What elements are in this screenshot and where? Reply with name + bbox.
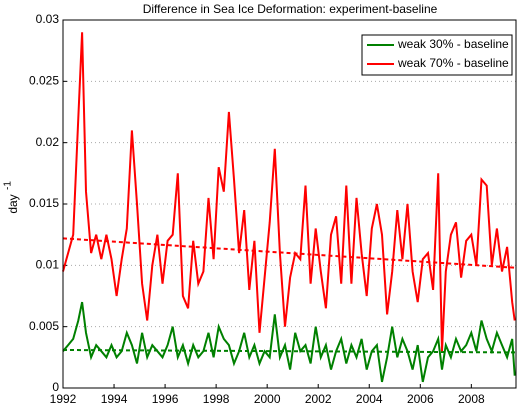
y-tick-label: 0.03 [36, 12, 60, 26]
y-tick-label: 0.01 [36, 258, 60, 272]
x-tick-label: 2006 [407, 392, 434, 406]
y-label-base: day [6, 194, 20, 213]
x-tick-label: 1996 [152, 392, 179, 406]
y-tick-label: 0.015 [29, 196, 59, 210]
series-line [62, 32, 516, 352]
y-tick-label: 0.02 [36, 135, 60, 149]
y-label-exponent: -1 [3, 181, 14, 190]
trend-line [62, 237, 517, 269]
x-tick-label: 1994 [101, 392, 128, 406]
legend-label: weak 30% - baseline [397, 37, 509, 51]
x-tick-label: 1998 [203, 392, 230, 406]
chart-title: Difference in Sea Ice Deformation: exper… [143, 2, 438, 16]
y-axis-label: day -1 [3, 181, 21, 214]
x-tick-label: 2004 [356, 392, 383, 406]
series-line [62, 301, 516, 383]
x-tick-label: 1992 [50, 392, 77, 406]
x-tick-label: 2002 [305, 392, 332, 406]
legend-label: weak 70% - baseline [397, 56, 509, 70]
y-tick-label: 0 [52, 380, 59, 394]
plot-frame [62, 19, 517, 389]
trend-line [62, 348, 517, 354]
legend-box [361, 34, 513, 76]
x-tick-label: 2000 [254, 392, 281, 406]
x-tick-label: 2008 [458, 392, 485, 406]
y-tick-label: 0.005 [29, 319, 59, 333]
y-tick-label: 0.025 [29, 74, 59, 88]
